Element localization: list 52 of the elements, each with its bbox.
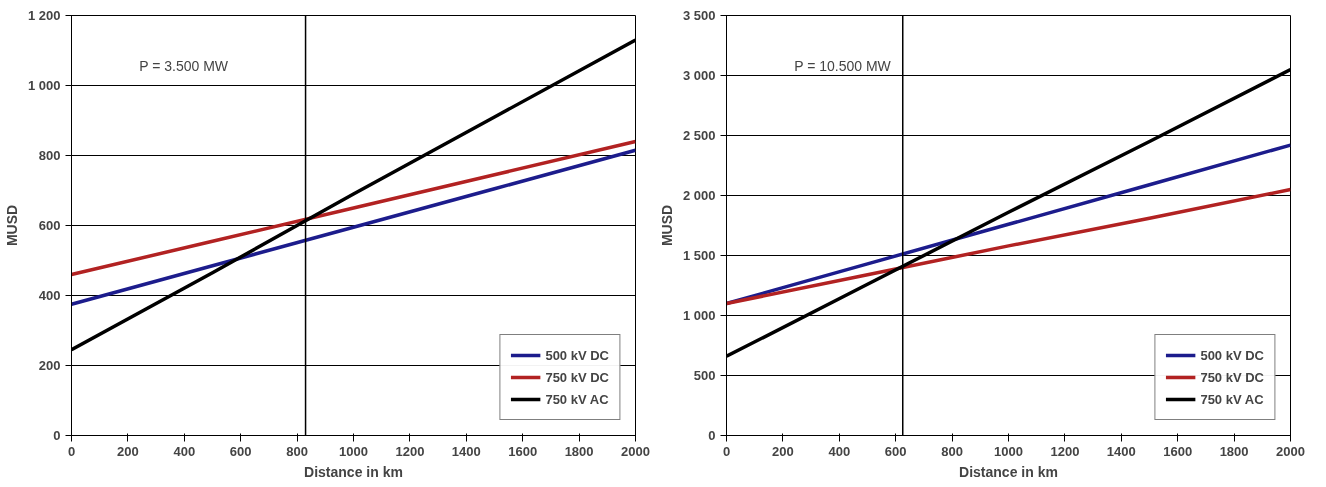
y-tick-label: 1 000 [27, 78, 61, 93]
y-tick-label: 800 [38, 148, 61, 163]
x-tick-label: 1600 [1163, 443, 1193, 459]
x-tick-label: 1200 [395, 443, 425, 459]
x-tick-label: 1600 [508, 443, 538, 459]
x-tick-label: 600 [884, 443, 907, 459]
x-tick-label: 800 [941, 443, 963, 459]
x-tick-label: 200 [117, 443, 139, 459]
x-tick-label: 200 [772, 443, 794, 459]
y-axis-title: MUSD [3, 204, 20, 247]
line-series [71, 139, 636, 277]
y-tick-label: 200 [38, 358, 61, 373]
line-series [726, 187, 1291, 306]
y-tick-label: 600 [38, 218, 61, 233]
y-tick-label: 3 500 [682, 8, 716, 23]
legend-label: 500 kV DC [1200, 347, 1264, 363]
x-tick-label: 1200 [1050, 443, 1080, 459]
y-tick-label: 1 000 [682, 308, 716, 323]
x-tick-label: 1000 [339, 443, 368, 459]
legend-label: 500 kV DC [545, 347, 609, 363]
annotation: P = 3.500 MW [139, 58, 229, 75]
legend-label: 750 kV AC [545, 391, 609, 407]
y-tick-label: 3 000 [682, 68, 716, 83]
x-tick-label: 0 [722, 443, 731, 459]
x-axis-title: Distance in km [959, 463, 1058, 480]
x-tick-label: 1800 [1219, 443, 1249, 459]
x-tick-label: 1000 [994, 443, 1023, 459]
y-tick-label: 400 [38, 288, 61, 303]
x-tick-label: 400 [828, 443, 851, 459]
x-tick-label: 600 [229, 443, 252, 459]
line-series [71, 148, 636, 306]
x-tick-label: 400 [173, 443, 196, 459]
y-tick-label: 2 000 [682, 188, 716, 203]
legend-label: 750 kV DC [1200, 369, 1264, 385]
x-tick-label: 1400 [451, 443, 481, 459]
legend-label: 750 kV AC [1200, 391, 1264, 407]
y-tick-label: 1 200 [27, 8, 61, 23]
y-tick-label: 500 [693, 368, 716, 383]
x-tick-label: 2000 [1276, 443, 1305, 459]
x-tick-label: 0 [67, 443, 76, 459]
y-axis-title: MUSD [658, 204, 675, 247]
x-tick-label: 1800 [564, 443, 594, 459]
y-tick-label: 2 500 [682, 128, 716, 143]
x-tick-label: 1400 [1106, 443, 1136, 459]
y-tick-label: 1 500 [682, 248, 716, 263]
legend-label: 750 kV DC [545, 369, 609, 385]
y-tick-label: 0 [53, 428, 61, 443]
x-tick-label: 2000 [621, 443, 650, 459]
annotation: P = 10.500 MW [794, 58, 892, 75]
x-tick-label: 800 [286, 443, 308, 459]
x-axis-title: Distance in km [304, 463, 403, 480]
y-tick-label: 0 [708, 428, 716, 443]
